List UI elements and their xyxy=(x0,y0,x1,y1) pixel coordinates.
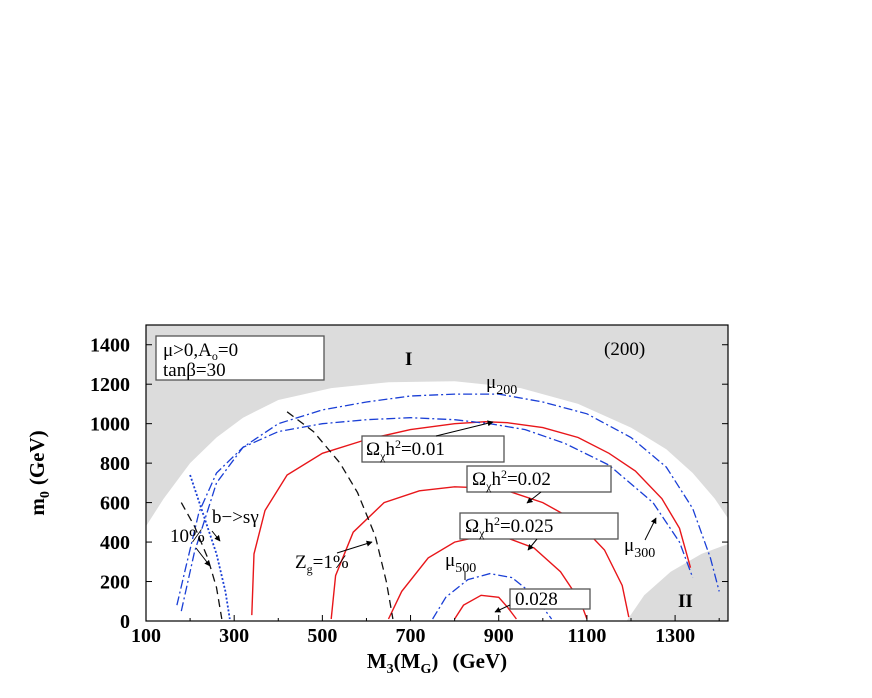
y-tick-label: 800 xyxy=(100,453,130,475)
region-II-label: II xyxy=(678,591,693,612)
region-I-label: I xyxy=(405,349,412,370)
curve-zg-7 xyxy=(286,411,394,620)
curve-relic-0 xyxy=(251,420,692,616)
x-axis-label: M3(MG) (GeV) xyxy=(367,649,507,677)
zg-label: Zg=1% xyxy=(295,552,349,576)
curve-mu-5 xyxy=(176,417,694,606)
y-tick-label: 400 xyxy=(100,532,130,554)
curve-mu-6 xyxy=(432,572,553,620)
x-tick-label: 700 xyxy=(396,625,426,647)
svg-text:tanβ=30: tanβ=30 xyxy=(163,360,226,381)
x-tick-label: 1100 xyxy=(567,625,606,647)
mu500-label: μ500 xyxy=(445,550,476,576)
parameters-box: μ>0,Ao=0 tanβ=30 xyxy=(155,335,325,381)
mu300-label: μ300 xyxy=(624,535,655,561)
omega-001-arrow xyxy=(435,420,494,437)
x-tick-label: 300 xyxy=(219,625,249,647)
omega-0025-arrow xyxy=(527,538,538,551)
curve-relic-3 xyxy=(454,594,517,620)
zg-arrow xyxy=(336,540,373,554)
mu300-arrow xyxy=(644,517,657,541)
omega-001-label: Ωχh2=0.01 xyxy=(361,435,505,463)
x-tick-label: 100 xyxy=(131,625,161,647)
y-tick-label: 600 xyxy=(100,493,130,515)
omega-002-arrow xyxy=(526,491,542,504)
model-label: (200) xyxy=(604,339,645,360)
y-axis: 0 200 400 600 800 1000 1200 1400 xyxy=(90,335,728,633)
curve-mu-4 xyxy=(180,393,720,612)
y-tick-label: 200 xyxy=(100,572,130,594)
y-tick-label: 1200 xyxy=(90,374,130,396)
y-tick-label: 0 xyxy=(120,611,130,633)
omega-0028-label: 0.028 xyxy=(509,588,591,610)
curve-group xyxy=(176,393,720,620)
bsg-arrow xyxy=(211,530,221,542)
omega-0028-arrow xyxy=(494,604,511,613)
y-tick-label: 1000 xyxy=(90,414,130,436)
plot-frame xyxy=(145,324,729,622)
omega-0025-label: Ωχh2=0.025 xyxy=(459,512,619,540)
x-axis: 100 300 500 700 900 1100 1300 xyxy=(131,615,720,647)
svg-text:Ωχh2=0.025: Ωχh2=0.025 xyxy=(465,514,553,540)
x-tick-label: 500 xyxy=(307,625,337,647)
omega-002-label: Ωχh2=0.02 xyxy=(466,465,612,493)
mu200-label: μ200 xyxy=(486,372,517,398)
x-tick-label: 1300 xyxy=(655,625,695,647)
curve-zg-8 xyxy=(180,502,223,620)
svg-text:μ>0,Ao=0: μ>0,Ao=0 xyxy=(163,340,238,363)
y-tick-label: 1400 xyxy=(90,335,130,357)
excluded-region-II xyxy=(626,544,728,621)
x-tick-label: 900 xyxy=(484,625,514,647)
svg-text:0.028: 0.028 xyxy=(515,589,558,610)
svg-text:Ωχh2=0.01: Ωχh2=0.01 xyxy=(366,437,445,463)
svg-text:Ωχh2=0.02: Ωχh2=0.02 xyxy=(472,467,551,493)
pointer-arrows xyxy=(195,420,657,613)
ten-percent-arrow xyxy=(195,547,211,567)
y-axis-label: m0(GeV) xyxy=(25,430,53,515)
bsg-label: b−>sγ xyxy=(212,507,259,528)
ten-percent-label: 10% xyxy=(170,526,205,547)
